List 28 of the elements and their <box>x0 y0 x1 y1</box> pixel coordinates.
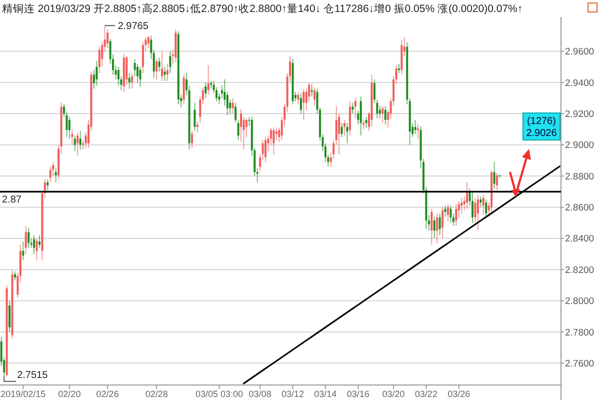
y-tick-label: 2.8000 <box>565 296 594 308</box>
x-tick-label: 03/12 <box>281 389 304 399</box>
y-tick-label: 2.9000 <box>565 140 594 152</box>
x-tick-label: 03/20 <box>382 389 405 399</box>
x-tick-label: 03/26 <box>448 389 470 399</box>
x-tick-label: 02/26 <box>96 389 119 399</box>
x-tick-label: 03/14 <box>314 389 337 399</box>
y-tick-label: 2.7800 <box>565 327 594 338</box>
x-tick-label: 03/16 <box>346 389 370 399</box>
y-tick-label: 2.8400 <box>565 234 594 245</box>
x-tick-label: 03/22 <box>414 389 438 399</box>
x-tick-label: 03/05 03:00 <box>195 389 243 399</box>
chart-title: 精铜连 2019/03/29 开2.8805↑高2.8805↓低2.8790↑收2.8800↑量140↓ 仓117286↓增0 振0.05% 涨(0.0020)0.07%↑ <box>2 2 523 15</box>
y-tick-label: 2.9600 <box>565 46 594 58</box>
annotation: 2.7515 <box>17 370 48 381</box>
y-tick-label: 2.9200 <box>565 109 594 120</box>
y-tick-label: 2.8200 <box>565 264 594 276</box>
y-tick-label: 2.8800 <box>565 171 594 182</box>
annotation: (1276) 2.9026 <box>526 116 558 139</box>
ref-line-label: 2.87 <box>2 194 22 206</box>
annotation: 2.9765 <box>118 21 149 32</box>
y-tick-label: 2.8600 <box>565 202 594 214</box>
x-tick-label: 2019/02/15 <box>0 389 46 399</box>
y-tick-label: 2.7600 <box>565 358 594 370</box>
x-tick-label: 02/28 <box>145 389 168 399</box>
y-tick-label: 2.9400 <box>565 78 594 89</box>
x-tick-label: 03/08 <box>248 389 272 399</box>
x-tick-label: 02/20 <box>58 389 81 399</box>
